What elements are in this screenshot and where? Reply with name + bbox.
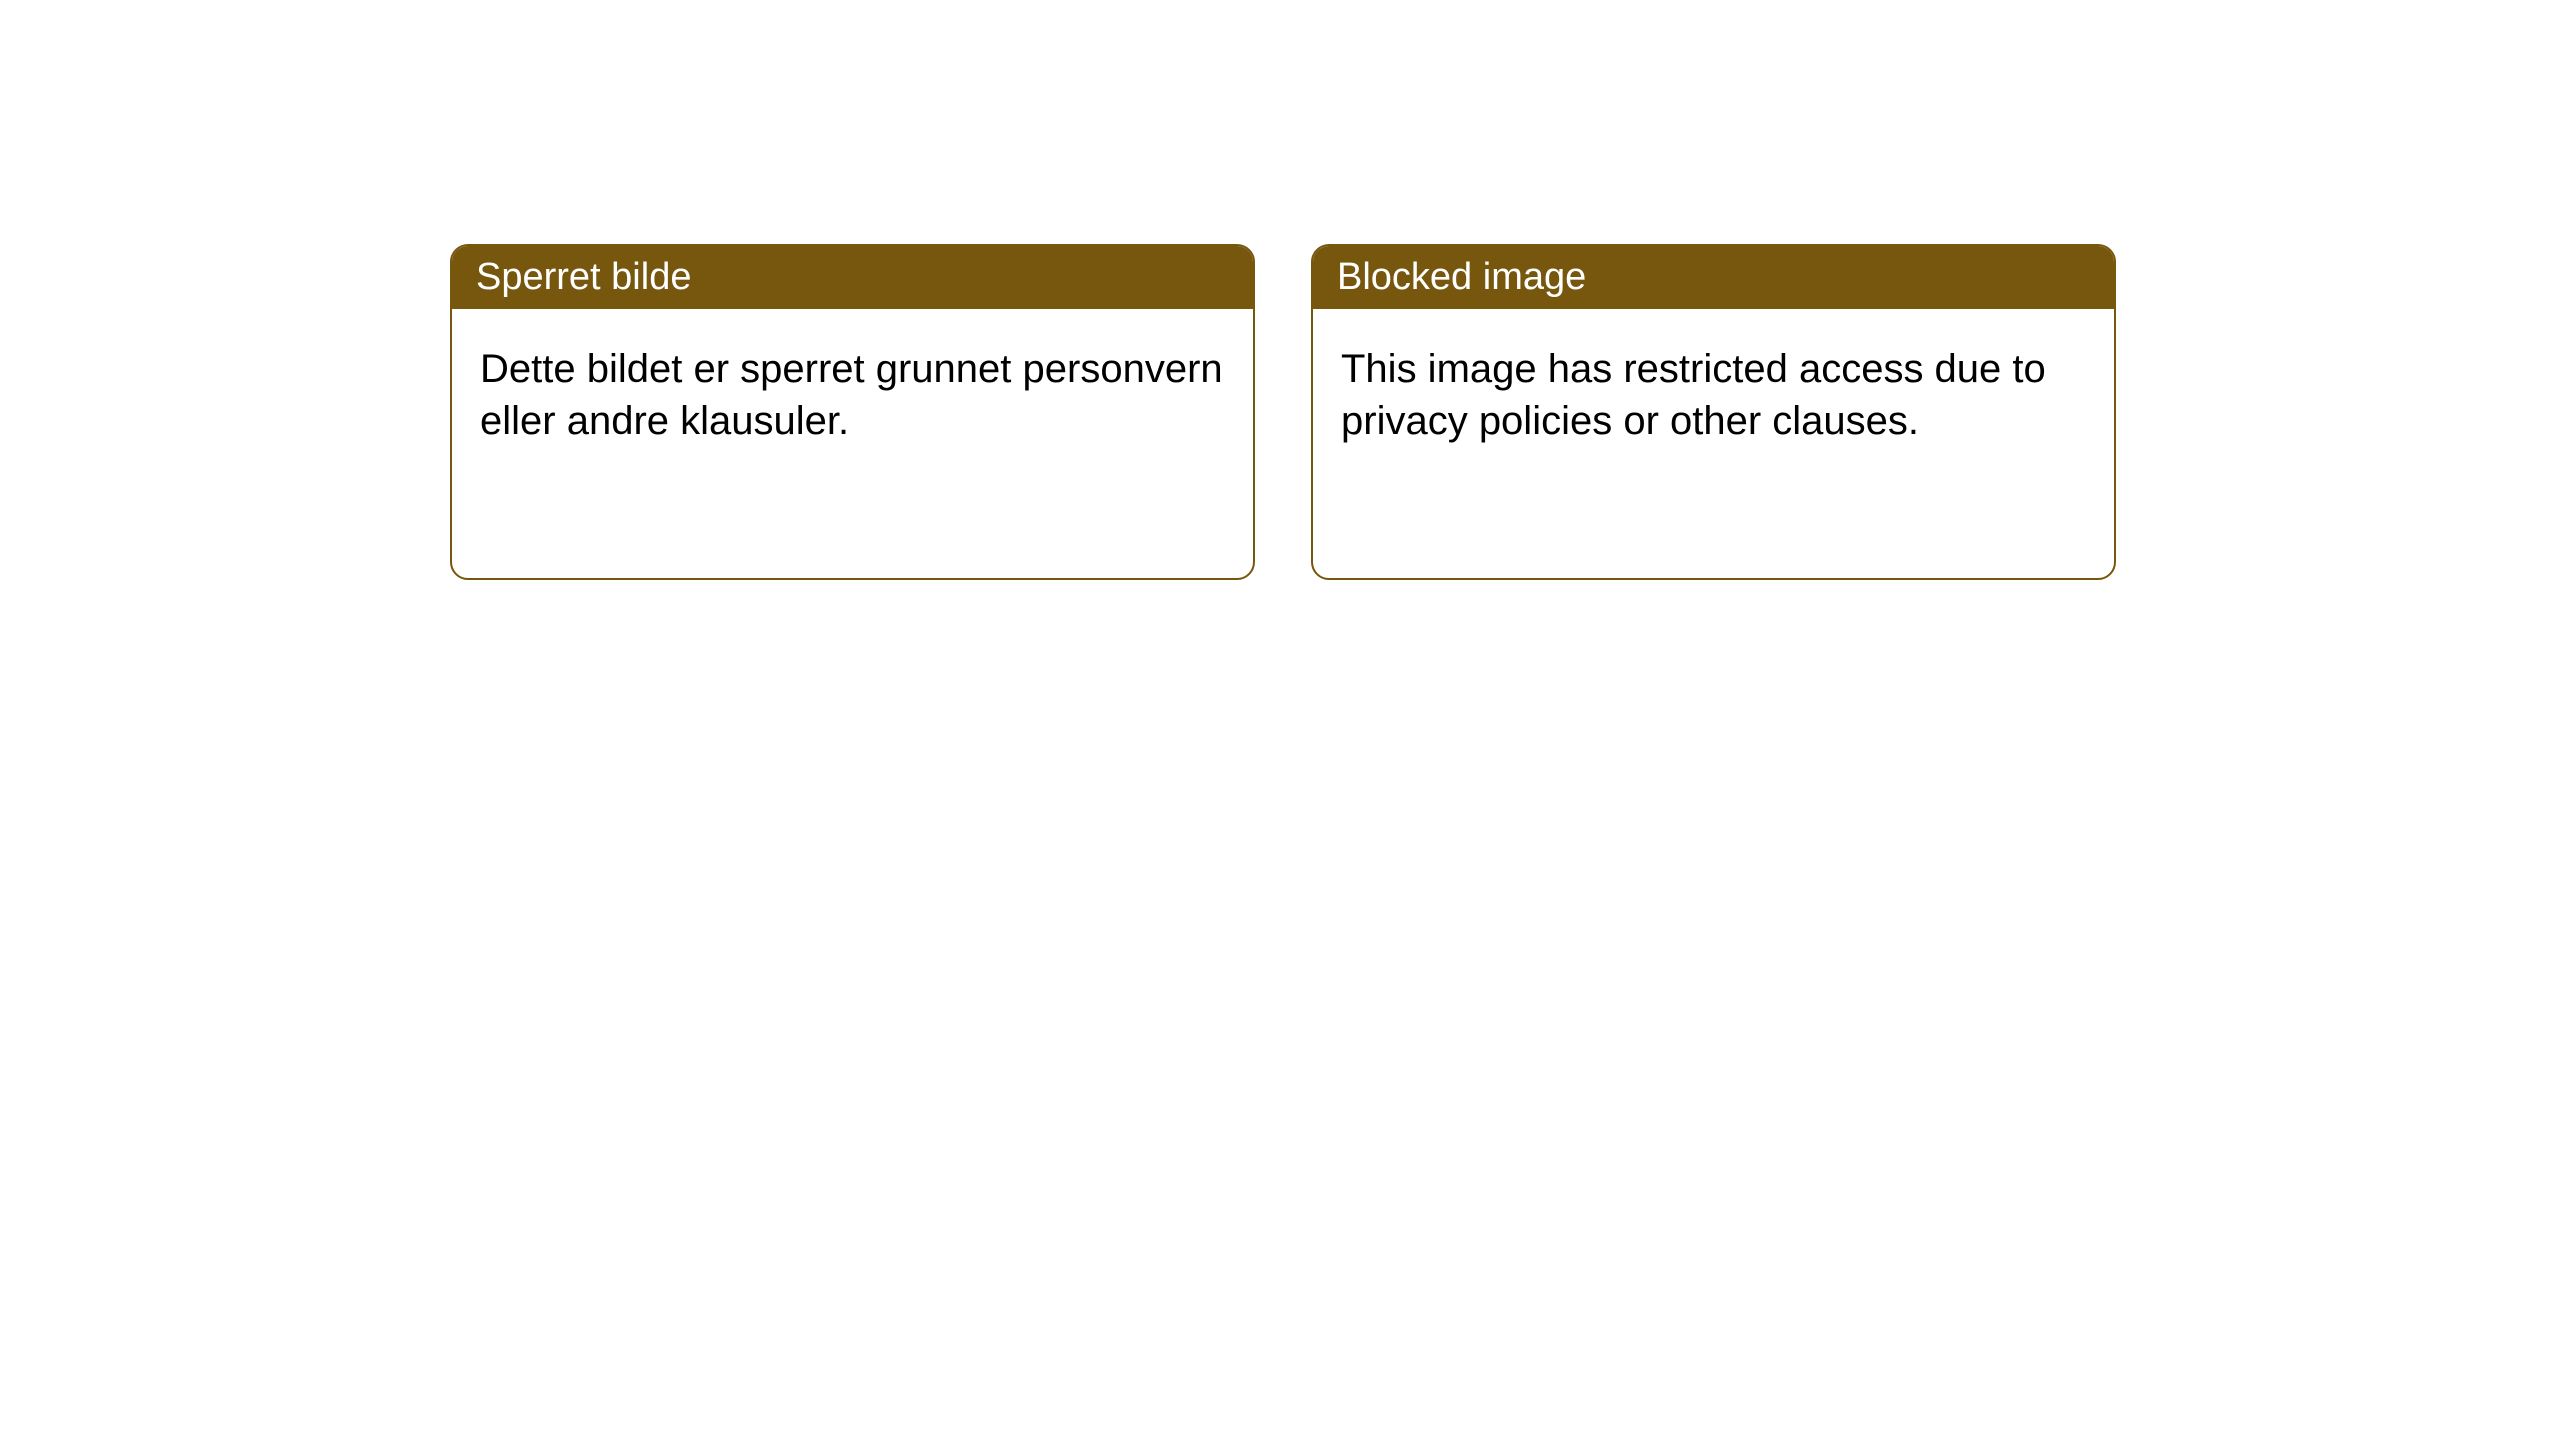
notice-body: Dette bildet er sperret grunnet personve… — [452, 309, 1253, 481]
notice-header: Blocked image — [1313, 246, 2114, 309]
notice-title: Blocked image — [1337, 256, 1586, 298]
notice-header: Sperret bilde — [452, 246, 1253, 309]
notice-message: This image has restricted access due to … — [1341, 347, 2046, 443]
notice-body: This image has restricted access due to … — [1313, 309, 2114, 481]
notice-message: Dette bildet er sperret grunnet personve… — [480, 347, 1223, 443]
notice-container: Sperret bilde Dette bildet er sperret gr… — [0, 0, 2560, 580]
notice-card-norwegian: Sperret bilde Dette bildet er sperret gr… — [450, 244, 1255, 580]
notice-card-english: Blocked image This image has restricted … — [1311, 244, 2116, 580]
notice-title: Sperret bilde — [476, 256, 691, 298]
